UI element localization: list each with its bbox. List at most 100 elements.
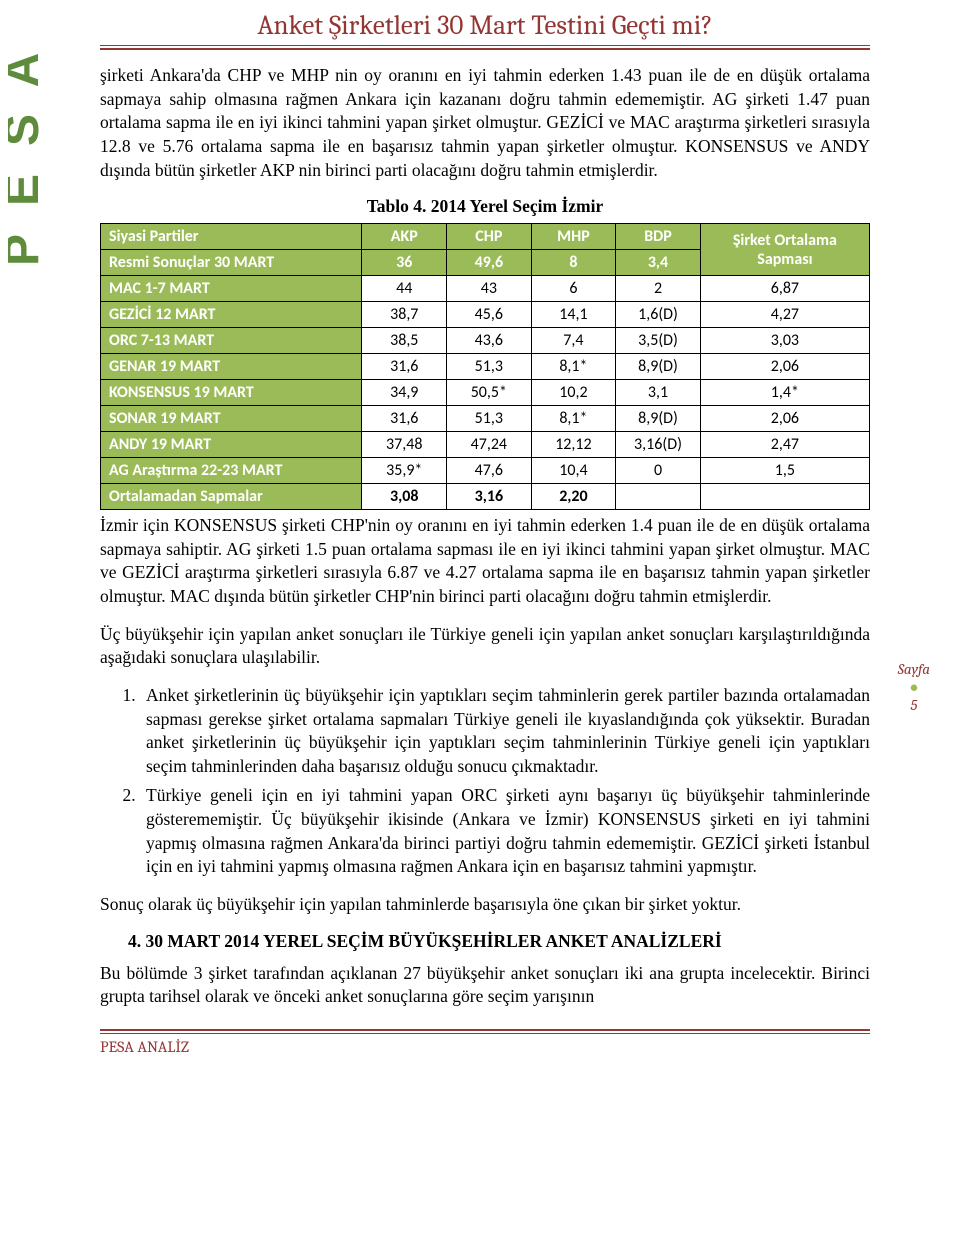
paragraph-1: şirketi Ankara'da CHP ve MHP nin oy oran… bbox=[100, 64, 870, 182]
footer-rule-thick bbox=[100, 1029, 870, 1031]
table-cell: 0 bbox=[616, 458, 701, 484]
table-cell: 2,20 bbox=[531, 484, 616, 510]
th-akp: AKP bbox=[362, 224, 447, 250]
table-cell: 8,9(D) bbox=[616, 354, 701, 380]
table-row: GENAR 19 MART31,651,38,1*8,9(D)2,06 bbox=[101, 354, 870, 380]
table-cell: 10,4 bbox=[531, 458, 616, 484]
table-cell: 8,1* bbox=[531, 406, 616, 432]
svg-text:P: P bbox=[8, 234, 49, 266]
table-cell: 51,3 bbox=[447, 354, 532, 380]
paragraph-2: İzmir için KONSENSUS şirketi CHP'nin oy … bbox=[100, 514, 870, 609]
footer-text: PESA ANALİZ bbox=[100, 1038, 870, 1056]
table-cell: AG Araştırma 22-23 MART bbox=[101, 458, 362, 484]
izmir-table: Siyasi Partiler AKP CHP MHP BDP Şirket O… bbox=[100, 223, 870, 510]
table-cell: 1,5 bbox=[700, 458, 869, 484]
table-cell: 3,1 bbox=[616, 380, 701, 406]
table-row: KONSENSUS 19 MART34,950,5*10,23,11,4* bbox=[101, 380, 870, 406]
table-cell: 43,6 bbox=[447, 328, 532, 354]
table-cell: 4,27 bbox=[700, 302, 869, 328]
page-number: 5 bbox=[910, 696, 917, 714]
table-cell: 3,03 bbox=[700, 328, 869, 354]
table-row: Ortalamadan Sapmalar3,083,162,20 bbox=[101, 484, 870, 510]
table-cell: 7,4 bbox=[531, 328, 616, 354]
table-row: ORC 7-13 MART38,543,67,43,5(D)3,03 bbox=[101, 328, 870, 354]
table-cell: 44 bbox=[362, 276, 447, 302]
table-cell: 6 bbox=[531, 276, 616, 302]
table-cell: 3,5(D) bbox=[616, 328, 701, 354]
table-cell: 3,08 bbox=[362, 484, 447, 510]
table-cell: GEZİCİ 12 MART bbox=[101, 302, 362, 328]
table-cell: 2 bbox=[616, 276, 701, 302]
table-cell: 47,6 bbox=[447, 458, 532, 484]
th-partiler: Siyasi Partiler bbox=[101, 224, 362, 250]
svg-text:A: A bbox=[8, 53, 49, 88]
th-chp: CHP bbox=[447, 224, 532, 250]
table-cell: 43 bbox=[447, 276, 532, 302]
svg-text:S: S bbox=[8, 114, 49, 146]
table-row: SONAR 19 MART31,651,38,1*8,9(D)2,06 bbox=[101, 406, 870, 432]
page-number-block: Sayfa ● 5 bbox=[898, 660, 930, 714]
table-cell: 47,24 bbox=[447, 432, 532, 458]
table-cell: 6,87 bbox=[700, 276, 869, 302]
th-bdp: BDP bbox=[616, 224, 701, 250]
table-cell: 14,1 bbox=[531, 302, 616, 328]
table-cell: 1,6(D) bbox=[616, 302, 701, 328]
th-r-akp: 36 bbox=[362, 250, 447, 276]
paragraph-4: Sonuç olarak üç büyükşehir için yapılan … bbox=[100, 893, 870, 917]
table-cell: 10,2 bbox=[531, 380, 616, 406]
page-bullet-icon: ● bbox=[909, 678, 918, 696]
table-cell: 2,06 bbox=[700, 406, 869, 432]
table-cell: 3,16 bbox=[447, 484, 532, 510]
numbered-list: Anket şirketlerinin üç büyükşehir için y… bbox=[140, 684, 870, 879]
table-cell bbox=[616, 484, 701, 510]
table-cell: 2,47 bbox=[700, 432, 869, 458]
title-rule-thick bbox=[100, 48, 870, 50]
table-cell: 34,9 bbox=[362, 380, 447, 406]
table-cell: 12,12 bbox=[531, 432, 616, 458]
table-cell: GENAR 19 MART bbox=[101, 354, 362, 380]
table-cell: 50,5* bbox=[447, 380, 532, 406]
table-cell: 3,16(D) bbox=[616, 432, 701, 458]
th-mhp: MHP bbox=[531, 224, 616, 250]
table-row: ANDY 19 MART37,4847,2412,123,16(D)2,47 bbox=[101, 432, 870, 458]
table-cell: 1,4* bbox=[700, 380, 869, 406]
table-cell: 8,9(D) bbox=[616, 406, 701, 432]
title-rule-thin bbox=[100, 45, 870, 46]
table-cell: 2,06 bbox=[700, 354, 869, 380]
table-row: MAC 1-7 MART4443626,87 bbox=[101, 276, 870, 302]
table-cell: 31,6 bbox=[362, 354, 447, 380]
table-cell: ORC 7-13 MART bbox=[101, 328, 362, 354]
table-cell: MAC 1-7 MART bbox=[101, 276, 362, 302]
section-heading: 4. 30 MART 2014 YEREL SEÇİM BÜYÜKŞEHİRLE… bbox=[128, 931, 870, 952]
paragraph-5: Bu bölümde 3 şirket tarafından açıklanan… bbox=[100, 962, 870, 1009]
th-resmi: Resmi Sonuçlar 30 MART bbox=[101, 250, 362, 276]
pesa-vertical-logo: A S E P bbox=[8, 0, 68, 300]
svg-text:E: E bbox=[8, 174, 49, 206]
list-item-1: Anket şirketlerinin üç büyükşehir için y… bbox=[140, 684, 870, 779]
table-row: GEZİCİ 12 MART38,745,614,11,6(D)4,27 bbox=[101, 302, 870, 328]
table-cell: KONSENSUS 19 MART bbox=[101, 380, 362, 406]
th-sapma: Şirket Ortalama Sapması bbox=[700, 224, 869, 276]
table-cell bbox=[700, 484, 869, 510]
th-r-bdp: 3,4 bbox=[616, 250, 701, 276]
page-title: Anket Şirketleri 30 Mart Testini Geçti m… bbox=[100, 10, 870, 41]
paragraph-3: Üç büyükşehir için yapılan anket sonuçla… bbox=[100, 623, 870, 670]
table-cell: 51,3 bbox=[447, 406, 532, 432]
table-caption: Tablo 4. 2014 Yerel Seçim İzmir bbox=[100, 196, 870, 217]
table-cell: 38,7 bbox=[362, 302, 447, 328]
table-cell: 38,5 bbox=[362, 328, 447, 354]
table-header-row-1: Siyasi Partiler AKP CHP MHP BDP Şirket O… bbox=[101, 224, 870, 250]
table-row: AG Araştırma 22-23 MART35,9*47,610,401,5 bbox=[101, 458, 870, 484]
page-label: Sayfa bbox=[898, 660, 930, 678]
table-cell: 37,48 bbox=[362, 432, 447, 458]
th-r-chp: 49,6 bbox=[447, 250, 532, 276]
table-cell: 35,9* bbox=[362, 458, 447, 484]
table-cell: Ortalamadan Sapmalar bbox=[101, 484, 362, 510]
footer-rule-thin bbox=[100, 1033, 870, 1034]
th-r-mhp: 8 bbox=[531, 250, 616, 276]
table-cell: 45,6 bbox=[447, 302, 532, 328]
list-item-2: Türkiye geneli için en iyi tahmini yapan… bbox=[140, 784, 870, 879]
table-cell: SONAR 19 MART bbox=[101, 406, 362, 432]
table-cell: 8,1* bbox=[531, 354, 616, 380]
table-cell: ANDY 19 MART bbox=[101, 432, 362, 458]
